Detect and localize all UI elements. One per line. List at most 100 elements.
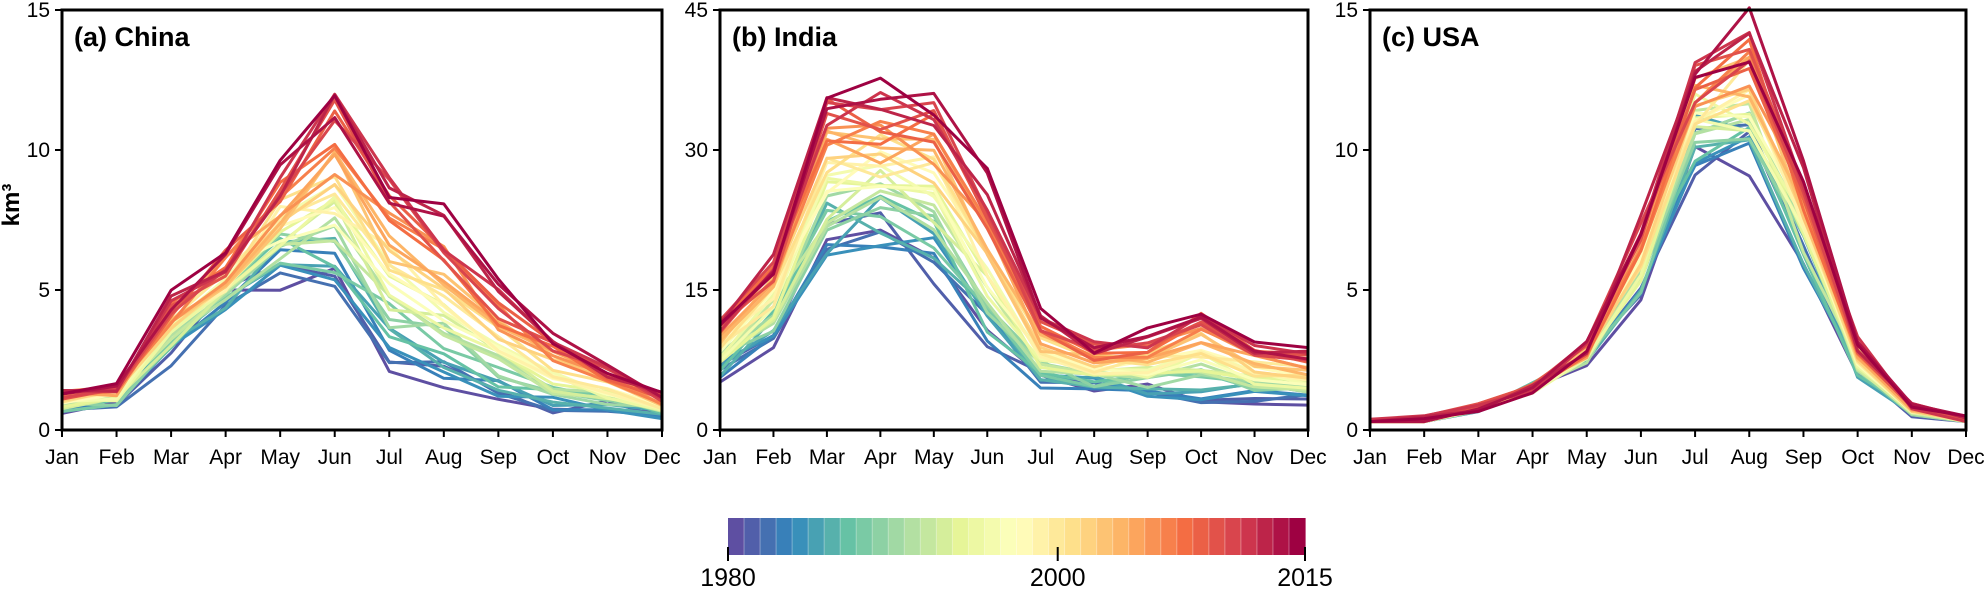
series-line-2015 — [1369, 60, 1967, 424]
colorbar-segment — [1096, 518, 1114, 555]
x-tick-label: Oct — [1841, 446, 1874, 469]
colorbar-segment — [1032, 518, 1050, 555]
x-tick-label: Sep — [1785, 446, 1822, 469]
colorbar-segment — [888, 518, 905, 555]
colorbar-segment — [1272, 518, 1290, 555]
series-line-2007 — [719, 119, 1309, 360]
colorbar-segment — [760, 518, 777, 555]
panel-title: (a) China — [74, 22, 190, 52]
y-tick-label: 45 — [685, 0, 708, 22]
x-tick-label: May — [260, 446, 300, 469]
series-group — [718, 76, 1309, 407]
colorbar-segment — [1064, 518, 1082, 555]
series-line-2014 — [718, 91, 1309, 361]
colorbar-segment — [808, 518, 825, 555]
x-tick-label: Nov — [589, 446, 627, 469]
y-tick-label: 15 — [685, 279, 708, 302]
colorbar-segment — [904, 518, 921, 555]
x-tick-label: Jan — [703, 446, 737, 469]
colorbar-segment — [1080, 518, 1098, 555]
x-tick-label: May — [914, 446, 954, 469]
colorbar-segment — [968, 518, 986, 555]
colorbar-segment — [1240, 518, 1258, 555]
y-tick-label: 15 — [27, 0, 50, 22]
y-axis-label: km³ — [0, 184, 25, 227]
x-tick-label: Jul — [1027, 446, 1054, 469]
x-tick-label: Jun — [970, 446, 1004, 469]
x-tick-label: Nov — [1236, 446, 1274, 469]
panel-c: 0 5 10 15 Jan Feb Mar Apr May Jun Jul Aug Sep Oct Nov D… — [1335, 0, 1985, 469]
x-tick-label: Jan — [45, 446, 79, 469]
colorbar-segment — [1176, 518, 1194, 555]
colorbar-segment — [1112, 518, 1130, 555]
panel-title: (c) USA — [1382, 22, 1480, 52]
colorbar-tick-label: 1980 — [700, 564, 756, 592]
series-line-2004 — [718, 129, 1309, 377]
colorbar-segment — [1160, 518, 1178, 555]
plot-frame — [1368, 8, 1968, 432]
colorbar-tick-label: 2000 — [1030, 564, 1086, 592]
x-tick-label: Jul — [1682, 446, 1709, 469]
y-tick-label: 30 — [685, 139, 708, 162]
x-tick-label: Aug — [1731, 446, 1768, 469]
colorbar-segment — [1288, 518, 1306, 555]
x-tick-label: Jun — [318, 446, 352, 469]
colorbar-segment — [1256, 518, 1274, 555]
series-line-2011 — [61, 119, 663, 403]
x-tick-label: Aug — [425, 446, 462, 469]
series-line-1992 — [61, 239, 663, 413]
x-tick-label: Mar — [809, 446, 845, 469]
x-tick-label: Apr — [209, 446, 242, 469]
series-line-2014 — [61, 116, 663, 399]
series-line-2015 — [718, 76, 1309, 355]
x-tick-label: Apr — [1516, 446, 1549, 469]
y-tick-label: 0 — [696, 419, 708, 442]
colorbar-tick-label: 2015 — [1277, 564, 1333, 592]
plot-frame — [718, 8, 1310, 432]
x-tick-label: Dec — [1289, 446, 1326, 469]
plot-frame — [60, 8, 664, 432]
x-tick-label: May — [1567, 446, 1607, 469]
x-tick-label: Jan — [1353, 446, 1387, 469]
colorbar-segment — [824, 518, 841, 555]
colorbar-segment — [1192, 518, 1210, 555]
x-tick-label: Oct — [537, 446, 570, 469]
colorbar-segment — [984, 518, 1002, 555]
series-line-1988 — [719, 208, 1309, 389]
colorbar-segment — [952, 518, 970, 555]
colorbar-segment — [1144, 518, 1162, 555]
panel-title: (b) India — [732, 22, 838, 52]
y-tick-label: 0 — [1346, 419, 1358, 442]
colorbar: 1980 2000 2015 — [700, 518, 1333, 592]
x-tick-label: Mar — [153, 446, 189, 469]
series-line-1993 — [61, 200, 663, 411]
series-line-2012 — [718, 91, 1309, 356]
y-tick-label: 5 — [38, 279, 50, 302]
colorbar-segment — [1016, 518, 1034, 555]
x-tick-label: Feb — [98, 446, 134, 469]
series-group — [1369, 6, 1967, 424]
series-line-1991 — [719, 195, 1309, 394]
colorbar-segment — [792, 518, 809, 555]
series-line-2015 — [61, 94, 663, 396]
colorbar-segment — [920, 518, 937, 555]
series-line-2001 — [718, 133, 1309, 378]
colorbar-segment — [936, 518, 953, 555]
y-tick-label: 0 — [38, 419, 50, 442]
colorbar-segment — [1224, 518, 1242, 555]
x-tick-label: Sep — [480, 446, 517, 469]
y-tick-label: 15 — [1335, 0, 1358, 22]
colorbar-segment — [1048, 518, 1066, 555]
x-tick-label: Jul — [376, 446, 403, 469]
series-line-2012 — [1369, 31, 1967, 424]
x-tick-label: Oct — [1185, 446, 1218, 469]
x-tick-label: Dec — [643, 446, 680, 469]
x-tick-label: Jun — [1624, 446, 1658, 469]
colorbar-segment — [1128, 518, 1146, 555]
x-tick-label: Aug — [1075, 446, 1112, 469]
colorbar-segment — [1000, 518, 1018, 555]
x-tick-label: Feb — [1406, 446, 1442, 469]
colorbar-segment — [776, 518, 793, 555]
